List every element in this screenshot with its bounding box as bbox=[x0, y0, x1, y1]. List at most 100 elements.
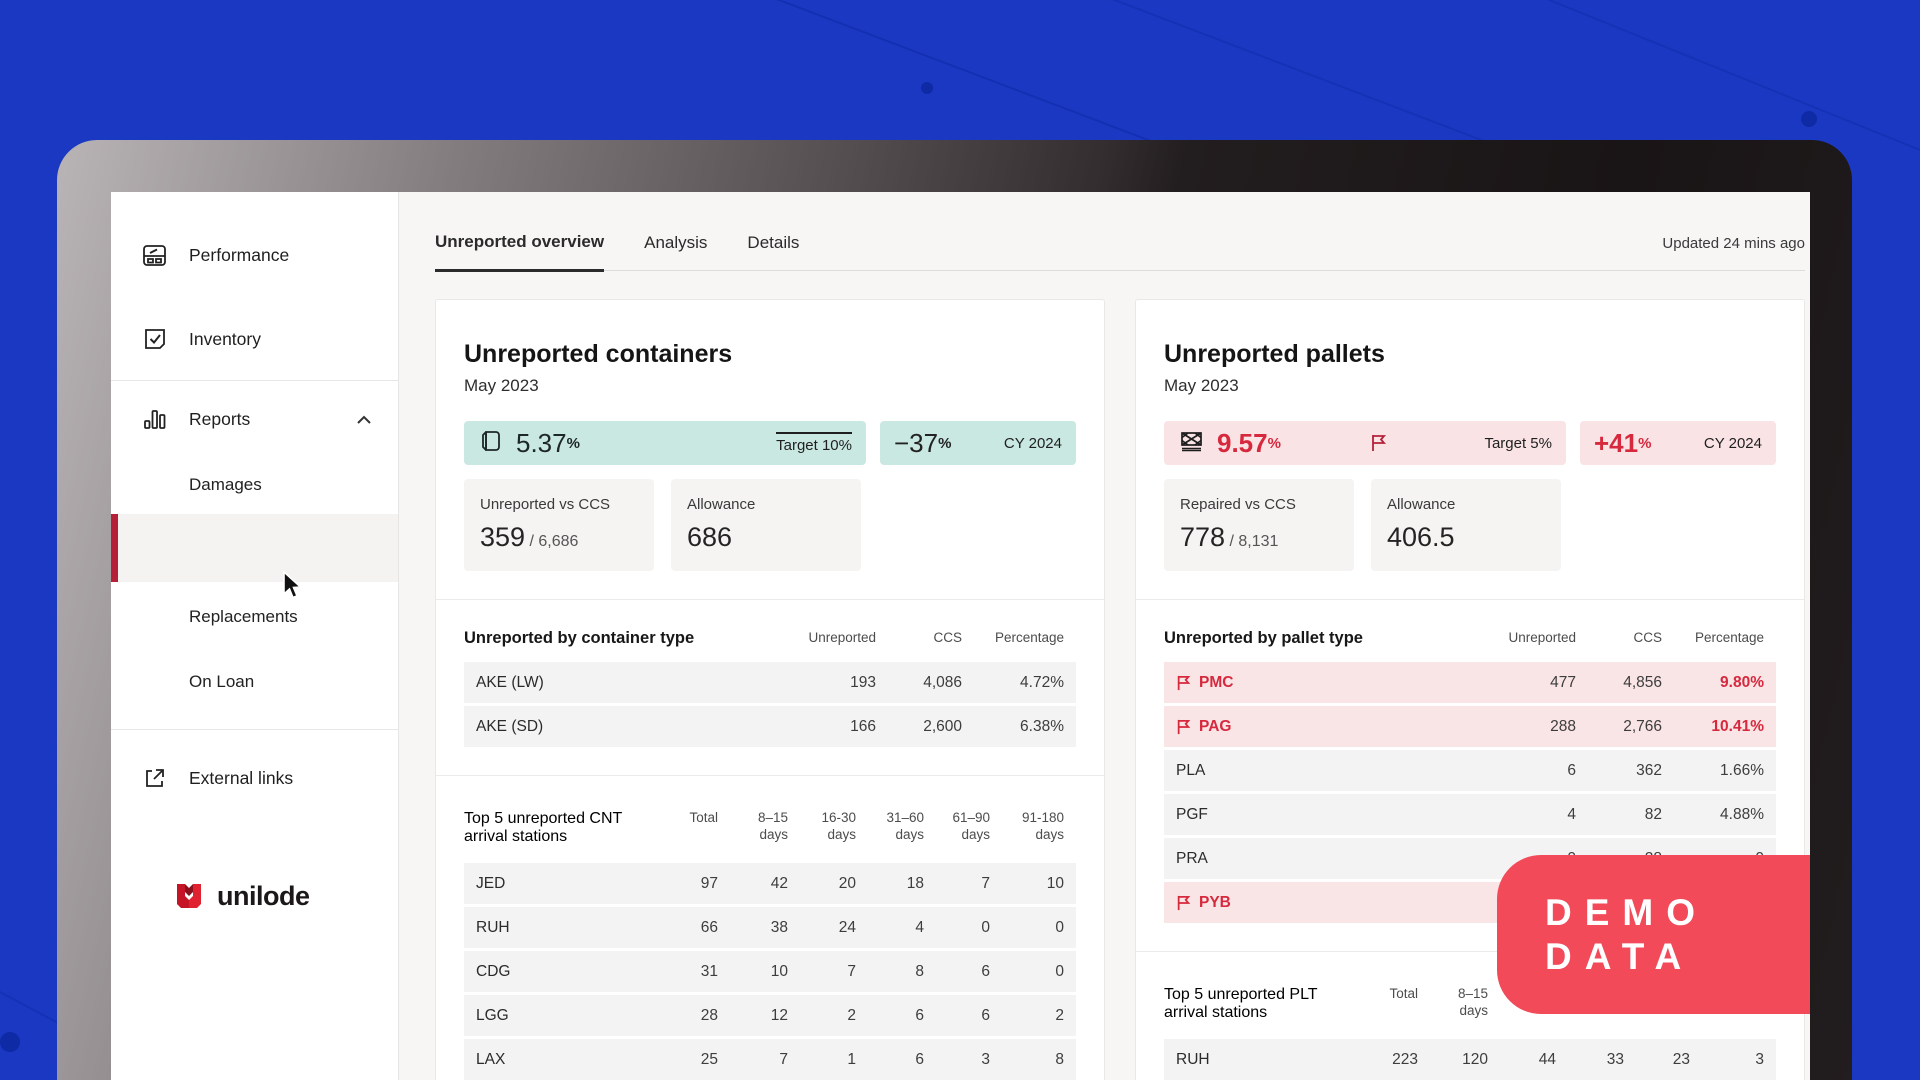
table-row-flagged: PMC 477 4,856 9.80% bbox=[1164, 662, 1776, 704]
inventory-icon bbox=[141, 326, 168, 353]
sidebar-item-external-links[interactable]: External links bbox=[111, 750, 398, 806]
kpi-target: Target 5% bbox=[1484, 434, 1552, 452]
table-row: LGG 28 12 2 6 6 2 bbox=[464, 995, 1076, 1037]
column-header: 31–60 days bbox=[886, 810, 924, 843]
sidebar-item-label: Inventory bbox=[189, 328, 261, 349]
sidebar-item-on-loan[interactable]: On Loan bbox=[111, 658, 398, 706]
column-header: Total bbox=[689, 810, 718, 826]
stat-label: Repaired vs CCS bbox=[1180, 496, 1296, 513]
stat-label: Allowance bbox=[687, 496, 756, 513]
table-row: AKE (LW) 193 4,086 4.72% bbox=[464, 662, 1076, 704]
column-header: Percentage bbox=[1694, 630, 1764, 646]
pallets-kpi-pill: 9.57 % Target 5% bbox=[1164, 421, 1566, 465]
stat-allowance: Allowance 406.5 bbox=[1371, 479, 1561, 571]
external-link-icon bbox=[141, 765, 168, 792]
unilode-logo-mark-icon bbox=[175, 878, 209, 915]
sidebar-item-reports[interactable]: Reports bbox=[111, 391, 398, 447]
kpi-unit: % bbox=[1267, 434, 1281, 452]
container-type-table-header: Unreported by container type Unreported … bbox=[464, 628, 1076, 649]
flag-icon bbox=[1370, 434, 1387, 452]
sidebar-item-label: Reports bbox=[189, 408, 251, 429]
card-divider bbox=[436, 775, 1104, 777]
stat-label: Allowance bbox=[1387, 496, 1456, 513]
card-divider bbox=[1136, 951, 1804, 953]
containers-kpi-pill: 5.37 % Target 10% bbox=[464, 421, 866, 465]
containers-delta-pill: −37 % CY 2024 bbox=[880, 421, 1076, 465]
delta-period: CY 2024 bbox=[1703, 434, 1762, 452]
sidebar-item-label: Replacements bbox=[189, 607, 298, 626]
table-row: PGF 4 82 4.88% bbox=[1164, 794, 1776, 836]
sidebar-item-unreported-selected[interactable] bbox=[111, 514, 398, 582]
bar-chart-icon bbox=[141, 406, 168, 433]
stat-allowance: Allowance 686 bbox=[671, 479, 861, 571]
card-period: May 2023 bbox=[1164, 376, 1239, 395]
column-header: 8–15 days bbox=[1457, 986, 1488, 1019]
flag-icon bbox=[1176, 675, 1191, 691]
delta-value: −37 bbox=[894, 427, 939, 458]
table-row: LAX 25 7 1 6 3 8 bbox=[464, 1039, 1076, 1080]
stat-label: Unreported vs CCS bbox=[480, 496, 611, 513]
sidebar-item-label: Performance bbox=[189, 244, 290, 265]
column-header: 91-180 days bbox=[1021, 810, 1064, 843]
stat-unreported-vs-ccs: Unreported vs CCS 359 / 6,686 bbox=[464, 479, 654, 571]
pallet-icon bbox=[1178, 428, 1205, 459]
sidebar-item-replacements[interactable]: Replacements bbox=[111, 593, 398, 641]
table-row: PLA 6 362 1.66% bbox=[1164, 750, 1776, 792]
sidebar-divider bbox=[111, 729, 398, 730]
demo-badge-line2: DATA bbox=[1545, 935, 1695, 977]
cnt-stations-table-header: Top 5 unreported CNT arrival stations To… bbox=[464, 804, 1076, 860]
sidebar-item-label: External links bbox=[189, 767, 294, 788]
pallet-type-table-header: Unreported by pallet type Unreported CCS… bbox=[1164, 628, 1776, 649]
performance-icon bbox=[141, 242, 168, 269]
sidebar-item-damages[interactable]: Damages bbox=[111, 461, 398, 509]
table-row: CDG 31 10 7 8 6 0 bbox=[464, 951, 1076, 993]
chevron-up-icon[interactable] bbox=[356, 409, 372, 430]
column-header: 16-30 days bbox=[821, 810, 856, 843]
column-header: CCS bbox=[1633, 630, 1662, 646]
container-icon bbox=[478, 428, 504, 459]
demo-data-badge: DEMO DATA bbox=[1497, 855, 1810, 1014]
kpi-target: Target 10% bbox=[776, 432, 852, 454]
sidebar-item-label: On Loan bbox=[189, 672, 255, 691]
delta-period: CY 2024 bbox=[1003, 434, 1062, 452]
card-title: Unreported containers bbox=[464, 340, 733, 368]
kpi-unit: % bbox=[566, 434, 580, 452]
kpi-value: 9.57 bbox=[1217, 427, 1268, 458]
table-title: Top 5 unreported CNT arrival stations bbox=[464, 810, 623, 846]
logo-wordmark: unilode bbox=[217, 881, 310, 911]
tab-details[interactable]: Details bbox=[747, 233, 800, 252]
stat-value: 686 bbox=[687, 522, 733, 552]
table-title: Unreported by pallet type bbox=[1164, 629, 1363, 647]
column-header: Unreported bbox=[808, 630, 876, 646]
table-row-flagged: PAG 288 2,766 10.41% bbox=[1164, 706, 1776, 748]
stat-value: 406.5 bbox=[1387, 522, 1455, 552]
column-header: 8–15 days bbox=[757, 810, 788, 843]
sidebar-item-label: Damages bbox=[189, 475, 262, 494]
unilode-logo: unilode bbox=[175, 878, 398, 915]
plt-stations-table-header: Top 5 unreported PLT arrival stations To… bbox=[1164, 980, 1776, 1036]
demo-badge-line1: DEMO bbox=[1545, 892, 1708, 933]
sidebar-item-inventory[interactable]: Inventory bbox=[111, 311, 398, 367]
sidebar-divider bbox=[111, 380, 398, 381]
sidebar: Performance Inventory bbox=[111, 192, 399, 1080]
tab-unreported-overview[interactable]: Unreported overview bbox=[435, 232, 605, 272]
stat-suffix: / 8,131 bbox=[1225, 533, 1279, 550]
delta-unit: % bbox=[1638, 434, 1652, 452]
tab-bar: Unreported overview Analysis Details Upd… bbox=[435, 232, 1805, 272]
table-title: Top 5 unreported PLT arrival stations bbox=[1164, 986, 1318, 1022]
flag-icon bbox=[1176, 719, 1191, 735]
card-divider bbox=[436, 599, 1104, 600]
tab-analysis[interactable]: Analysis bbox=[644, 233, 708, 252]
card-title: Unreported pallets bbox=[1164, 340, 1385, 368]
column-header: Unreported bbox=[1508, 630, 1576, 646]
card-divider bbox=[1136, 599, 1804, 600]
stat-repaired-vs-ccs: Repaired vs CCS 778 / 8,131 bbox=[1164, 479, 1354, 571]
table-row: RUH 223 120 44 33 23 3 bbox=[1164, 1039, 1776, 1080]
sidebar-item-performance[interactable]: Performance bbox=[111, 227, 398, 283]
app-screen: Performance Inventory bbox=[111, 192, 1810, 1080]
table-row: JED 97 42 20 18 7 10 bbox=[464, 863, 1076, 905]
column-header: 61–90 days bbox=[952, 810, 990, 843]
stat-value: 778 bbox=[1180, 522, 1226, 552]
updated-timestamp: Updated 24 mins ago bbox=[1662, 235, 1805, 252]
